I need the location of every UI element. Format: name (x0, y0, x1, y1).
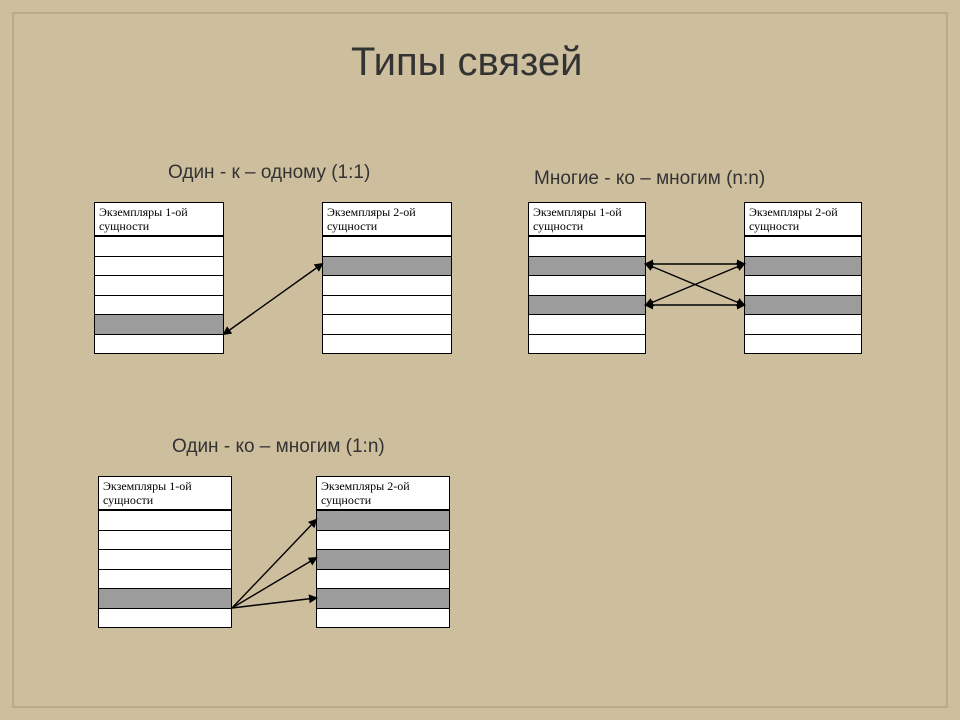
table-row (317, 588, 449, 608)
table-row (529, 334, 645, 354)
table-row (95, 275, 223, 295)
table-row (99, 511, 231, 530)
table-row (323, 334, 451, 354)
tbl-1to1-right (322, 236, 452, 354)
hdr-nn-right: Экземпляры 2-ой сущности (744, 202, 862, 236)
slide: Типы связей Один - к – одному (1:1) Экзе… (0, 0, 960, 720)
table-row (745, 256, 861, 276)
table-row (95, 295, 223, 315)
table-row (95, 314, 223, 334)
slide-title: Типы связей (351, 40, 582, 85)
table-row (529, 275, 645, 295)
hdr-1to1-left: Экземпляры 1-ой сущности (94, 202, 224, 236)
table-row (95, 256, 223, 276)
hdr-1to1-right: Экземпляры 2-ой сущности (322, 202, 452, 236)
table-row (317, 569, 449, 589)
table-row (745, 275, 861, 295)
table-row (317, 608, 449, 628)
table-row (323, 275, 451, 295)
hdr-1n-right: Экземпляры 2-ой сущности (316, 476, 450, 510)
table-row (99, 549, 231, 569)
tbl-nn-left (528, 236, 646, 354)
tbl-1to1-left (94, 236, 224, 354)
table-row (529, 237, 645, 256)
table-row (745, 314, 861, 334)
hdr-1n-left: Экземпляры 1-ой сущности (98, 476, 232, 510)
tbl-1n-right (316, 510, 450, 628)
table-row (323, 295, 451, 315)
table-row (95, 237, 223, 256)
table-row (317, 511, 449, 530)
table-row (95, 334, 223, 354)
table-row (529, 314, 645, 334)
table-row (529, 295, 645, 315)
table-row (745, 237, 861, 256)
hdr-nn-left: Экземпляры 1-ой сущности (528, 202, 646, 236)
table-row (99, 608, 231, 628)
tbl-1n-left (98, 510, 232, 628)
table-row (323, 237, 451, 256)
subtitle-one-to-one: Один - к – одному (1:1) (168, 162, 370, 184)
table-row (317, 530, 449, 550)
subtitle-many-to-many: Многие - ко – многим (n:n) (534, 168, 765, 190)
subtitle-one-to-many: Один - ко – многим (1:n) (172, 436, 385, 458)
table-row (323, 314, 451, 334)
table-row (99, 569, 231, 589)
tbl-nn-right (744, 236, 862, 354)
table-row (323, 256, 451, 276)
table-row (317, 549, 449, 569)
table-row (745, 334, 861, 354)
table-row (745, 295, 861, 315)
table-row (529, 256, 645, 276)
table-row (99, 588, 231, 608)
table-row (99, 530, 231, 550)
